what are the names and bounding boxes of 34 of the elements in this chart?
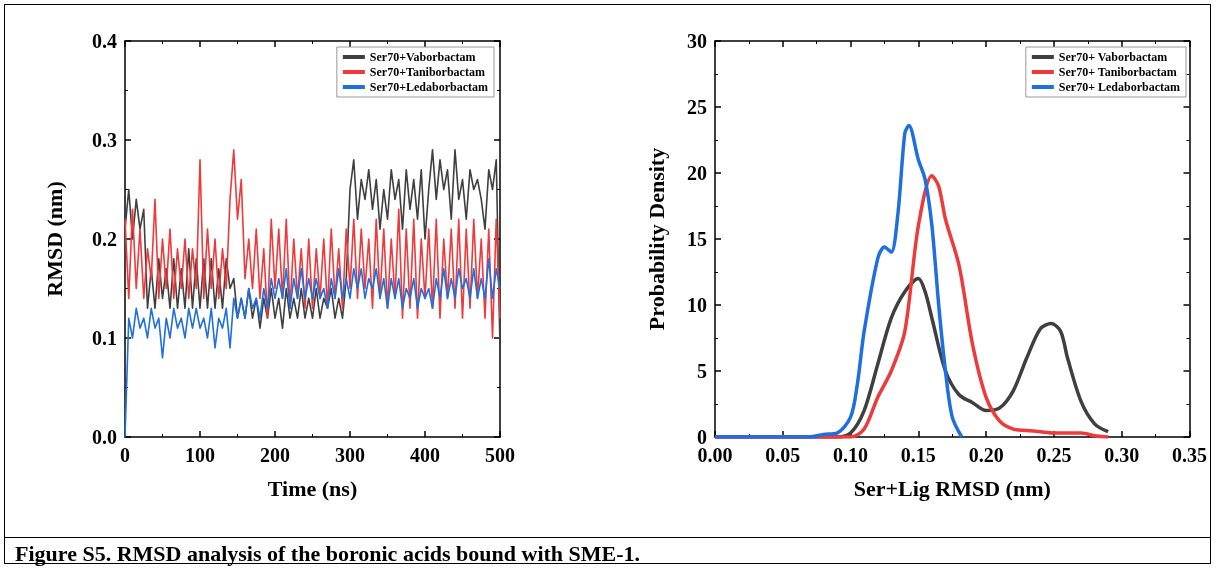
x-tick-label: 0.25: [1036, 444, 1072, 466]
x-tick-label: 300: [335, 444, 365, 466]
y-tick-label: 0.2: [92, 228, 117, 250]
x-tick-label: 0.05: [765, 444, 801, 466]
legend-label: Ser70+Ledaborbactam: [369, 80, 489, 94]
y-tick-label: 10: [687, 294, 707, 316]
legend-label: Ser70+ Ledaborbactam: [1058, 80, 1181, 94]
legend-label: Ser70+Vaborbactam: [369, 50, 476, 64]
caption: Figure S5. RMSD analysis of the boronic acids bound with SME-1.: [5, 537, 1210, 568]
y-tick-label: 5: [697, 360, 707, 382]
x-tick-label: 100: [185, 444, 215, 466]
x-axis-title: Ser+Lig RMSD (nm): [853, 475, 1051, 501]
y-axis-title: RMSD (nm): [41, 181, 67, 297]
y-tick-label: 30: [687, 30, 707, 52]
y-axis-title: Probability Density: [643, 147, 669, 331]
y-tick-label: 25: [687, 96, 707, 118]
x-tick-label: 500: [485, 444, 515, 466]
x-tick-label: 0.35: [1172, 444, 1207, 466]
x-tick-label: 0.20: [968, 444, 1004, 466]
y-tick-label: 0.4: [92, 30, 117, 52]
legend-label: Ser70+Taniborbactam: [369, 65, 485, 79]
y-tick-label: 20: [687, 162, 707, 184]
legend-label: Ser70+ Taniborbactam: [1058, 65, 1177, 79]
y-tick-label: 0.3: [92, 129, 117, 151]
x-axis-title: Time (ns): [267, 475, 358, 501]
x-tick-label: 200: [260, 444, 290, 466]
x-tick-label: 400: [410, 444, 440, 466]
x-tick-label: 0.10: [833, 444, 869, 466]
y-tick-label: 0.0: [92, 426, 117, 448]
x-tick-label: 0.30: [1104, 444, 1140, 466]
legend-label: Ser70+ Vaborbactam: [1058, 50, 1168, 64]
y-tick-label: 0.1: [92, 327, 117, 349]
x-tick-label: 0.15: [900, 444, 936, 466]
y-tick-label: 15: [687, 228, 707, 250]
